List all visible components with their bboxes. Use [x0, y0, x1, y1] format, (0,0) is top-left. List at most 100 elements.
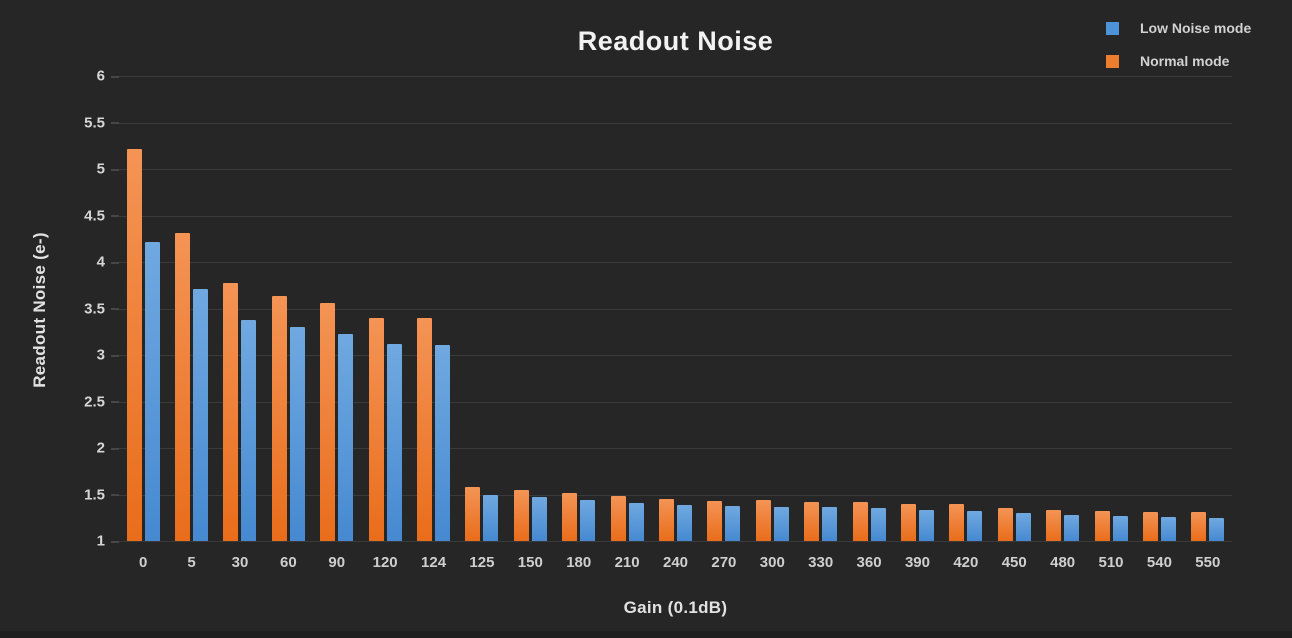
y-tick-mark — [111, 401, 119, 403]
x-tick-label-30: 30 — [231, 554, 249, 571]
gridline-y-1 — [119, 541, 1232, 542]
chart-title: Readout Noise — [577, 26, 774, 56]
legend-swatch-low-noise-icon — [1106, 21, 1119, 35]
legend-item-normal-mode[interactable]: Normal mode — [1106, 51, 1251, 71]
y-tick-label: 6 — [96, 67, 105, 85]
y-tick-mark — [111, 168, 119, 171]
bar-low-noise-gain-210[interactable] — [628, 502, 644, 541]
y-tick-mark — [111, 354, 119, 357]
bar-low-noise-gain-120[interactable] — [386, 343, 402, 541]
bar-normal-gain-240[interactable] — [659, 499, 674, 541]
bar-normal-gain-125[interactable] — [465, 487, 481, 541]
y-tick-mark — [111, 447, 119, 450]
bar-normal-gain-300[interactable] — [755, 500, 771, 541]
x-axis-title: Gain (0.1dB) — [623, 598, 728, 617]
bar-low-noise-gain-124[interactable] — [435, 344, 451, 541]
bar-normal-gain-210[interactable] — [610, 496, 626, 541]
y-tick-label: 2.5 — [84, 393, 105, 410]
x-tick-label-60: 60 — [280, 554, 297, 571]
x-tick-label-510: 510 — [1098, 554, 1124, 571]
bar-normal-gain-30[interactable] — [223, 283, 239, 541]
x-tick-label-120: 120 — [372, 554, 398, 571]
bar-low-noise-gain-550[interactable] — [1209, 517, 1225, 541]
plot-area: 1 1.5 2 2.5 3 3.5 4 4.5 5 5.5 6 0 5 30 60 90 120 124 125 15… — [84, 68, 1232, 571]
bar-normal-gain-480[interactable] — [1046, 510, 1062, 541]
bar-normal-gain-420[interactable] — [949, 503, 965, 541]
y-tick-label: 2 — [96, 439, 105, 457]
bar-low-noise-gain-360[interactable] — [870, 508, 886, 541]
bar-normal-gain-60[interactable] — [271, 296, 287, 541]
bar-normal-gain-390[interactable] — [900, 503, 916, 541]
gridline-y-4 — [119, 262, 1232, 263]
bar-low-noise-gain-420[interactable] — [967, 511, 983, 541]
y-tick-mark — [111, 215, 119, 217]
bar-normal-gain-550[interactable] — [1191, 512, 1207, 541]
gridline-y-3.5 — [119, 308, 1232, 310]
x-tick-label-330: 330 — [808, 554, 834, 571]
x-tick-label-124: 124 — [421, 554, 447, 571]
y-tick-label: 5 — [96, 160, 105, 178]
y-tick-mark — [111, 75, 119, 78]
x-tick-label-90: 90 — [328, 554, 346, 571]
bar-low-noise-gain-90[interactable] — [338, 333, 354, 541]
bar-low-noise-gain-180[interactable] — [580, 500, 596, 541]
bar-normal-gain-124[interactable] — [417, 317, 433, 541]
legend: Low Noise mode Normal mode — [1106, 18, 1251, 84]
y-tick-label: 3.5 — [84, 300, 105, 317]
bar-normal-gain-0[interactable] — [126, 148, 142, 541]
bar-normal-gain-360[interactable] — [852, 501, 868, 541]
bar-normal-gain-510[interactable] — [1094, 511, 1110, 541]
bar-normal-gain-180[interactable] — [562, 492, 578, 541]
x-tick-label-360: 360 — [856, 554, 882, 571]
y-tick-mark — [111, 540, 119, 543]
gridline-y-2.5 — [119, 401, 1232, 403]
bar-low-noise-gain-300[interactable] — [773, 506, 789, 541]
y-tick-label: 5.5 — [84, 114, 105, 131]
legend-item-low-noise-mode[interactable]: Low Noise mode — [1106, 18, 1251, 38]
bar-low-noise-gain-30[interactable] — [241, 319, 257, 541]
gridline-y-6 — [119, 76, 1232, 77]
x-tick-label-240: 240 — [662, 554, 689, 571]
bar-low-noise-gain-0[interactable] — [144, 242, 160, 541]
bar-low-noise-gain-450[interactable] — [1015, 513, 1031, 541]
bar-normal-gain-5[interactable] — [175, 233, 191, 541]
bar-low-noise-gain-270[interactable] — [725, 505, 741, 541]
x-tick-label-540: 540 — [1146, 554, 1172, 571]
y-tick-label: 3 — [96, 346, 105, 364]
bar-low-noise-gain-390[interactable] — [918, 510, 934, 541]
gridline-y-5 — [119, 169, 1232, 170]
bar-normal-gain-90[interactable] — [320, 302, 336, 541]
x-tick-label-480: 480 — [1050, 554, 1076, 571]
bar-low-noise-gain-330[interactable] — [822, 506, 838, 541]
bar-low-noise-gain-480[interactable] — [1064, 514, 1080, 541]
bar-low-noise-gain-150[interactable] — [531, 497, 547, 541]
y-tick-mark — [111, 122, 119, 124]
bar-normal-gain-330[interactable] — [804, 501, 820, 541]
bar-low-noise-gain-60[interactable] — [289, 327, 305, 541]
x-tick-label-180: 180 — [566, 554, 592, 571]
gridline-y-5.5 — [119, 122, 1232, 124]
x-tick-label-300: 300 — [759, 554, 785, 571]
x-tick-label-210: 210 — [614, 554, 640, 571]
window-bottom-edge — [0, 631, 1292, 638]
y-tick-label: 1 — [96, 532, 105, 550]
y-tick-label: 4.5 — [84, 207, 105, 224]
bar-normal-gain-120[interactable] — [368, 317, 384, 541]
gridline-y-4.5 — [119, 215, 1232, 217]
bar-low-noise-gain-510[interactable] — [1112, 515, 1128, 541]
x-tick-label-550: 550 — [1195, 554, 1221, 571]
gridline-y-2 — [119, 448, 1232, 449]
legend-label-low-noise-mode: Low Noise mode — [1140, 20, 1252, 36]
bar-low-noise-gain-540[interactable] — [1160, 516, 1176, 541]
bar-low-noise-gain-240[interactable] — [677, 504, 692, 541]
bar-normal-gain-270[interactable] — [707, 501, 723, 541]
bar-normal-gain-540[interactable] — [1142, 512, 1158, 541]
bar-low-noise-gain-125[interactable] — [483, 494, 499, 541]
x-tick-label-0: 0 — [139, 554, 148, 571]
bar-normal-gain-150[interactable] — [513, 489, 529, 541]
y-tick-mark — [111, 308, 119, 310]
bar-low-noise-gain-5[interactable] — [193, 288, 209, 541]
bar-normal-gain-450[interactable] — [997, 507, 1013, 541]
x-tick-label-390: 390 — [904, 554, 930, 571]
